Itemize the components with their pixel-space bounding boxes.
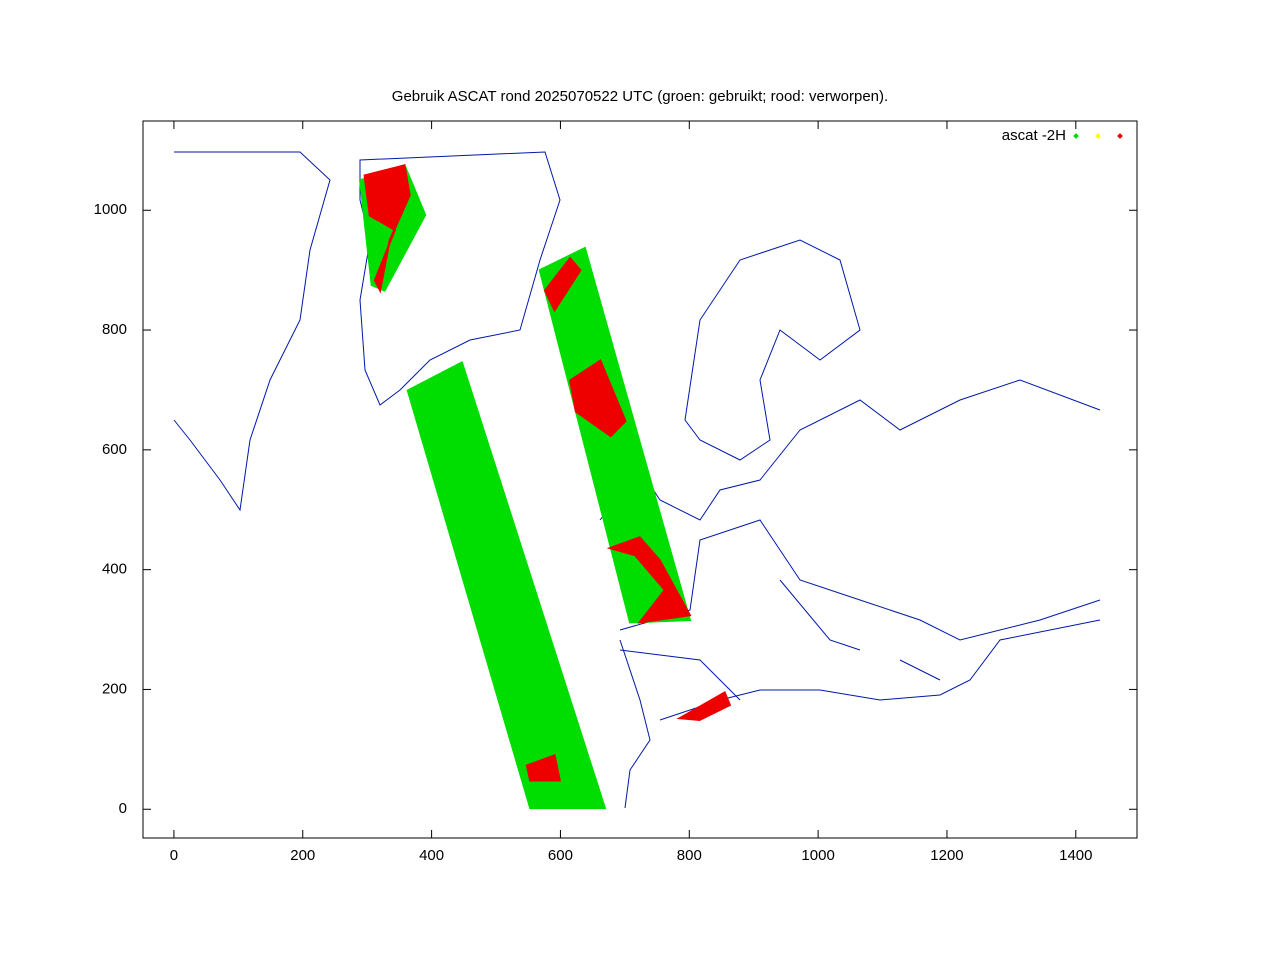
legend-label: ascat -2H [1002,127,1066,144]
y-tick-label: 800 [102,321,127,338]
x-tick-label: 600 [548,847,573,864]
x-tick-label: 400 [419,847,444,864]
y-tick-label: 0 [119,800,127,817]
observation-points [363,164,732,782]
chart-title: Gebruik ASCAT rond 2025070522 UTC (groen… [392,88,888,105]
plot-frame [142,120,1138,839]
x-tick-label: 1000 [801,847,834,864]
legend-marker [1117,133,1123,139]
legend-marker [1095,133,1101,139]
x-tick-label: 200 [290,847,315,864]
x-tick-label: 1200 [930,847,963,864]
x-tick-label: 800 [677,847,702,864]
y-tick-label: 1000 [94,201,127,218]
observation-points [359,164,692,810]
x-tick-label: 0 [170,847,178,864]
x-tick-label: 1400 [1059,847,1092,864]
y-tick-label: 600 [102,441,127,458]
coastlines [173,151,1101,809]
y-tick-label: 400 [102,561,127,578]
legend-marker [1073,133,1079,139]
y-tick-label: 200 [102,680,127,697]
